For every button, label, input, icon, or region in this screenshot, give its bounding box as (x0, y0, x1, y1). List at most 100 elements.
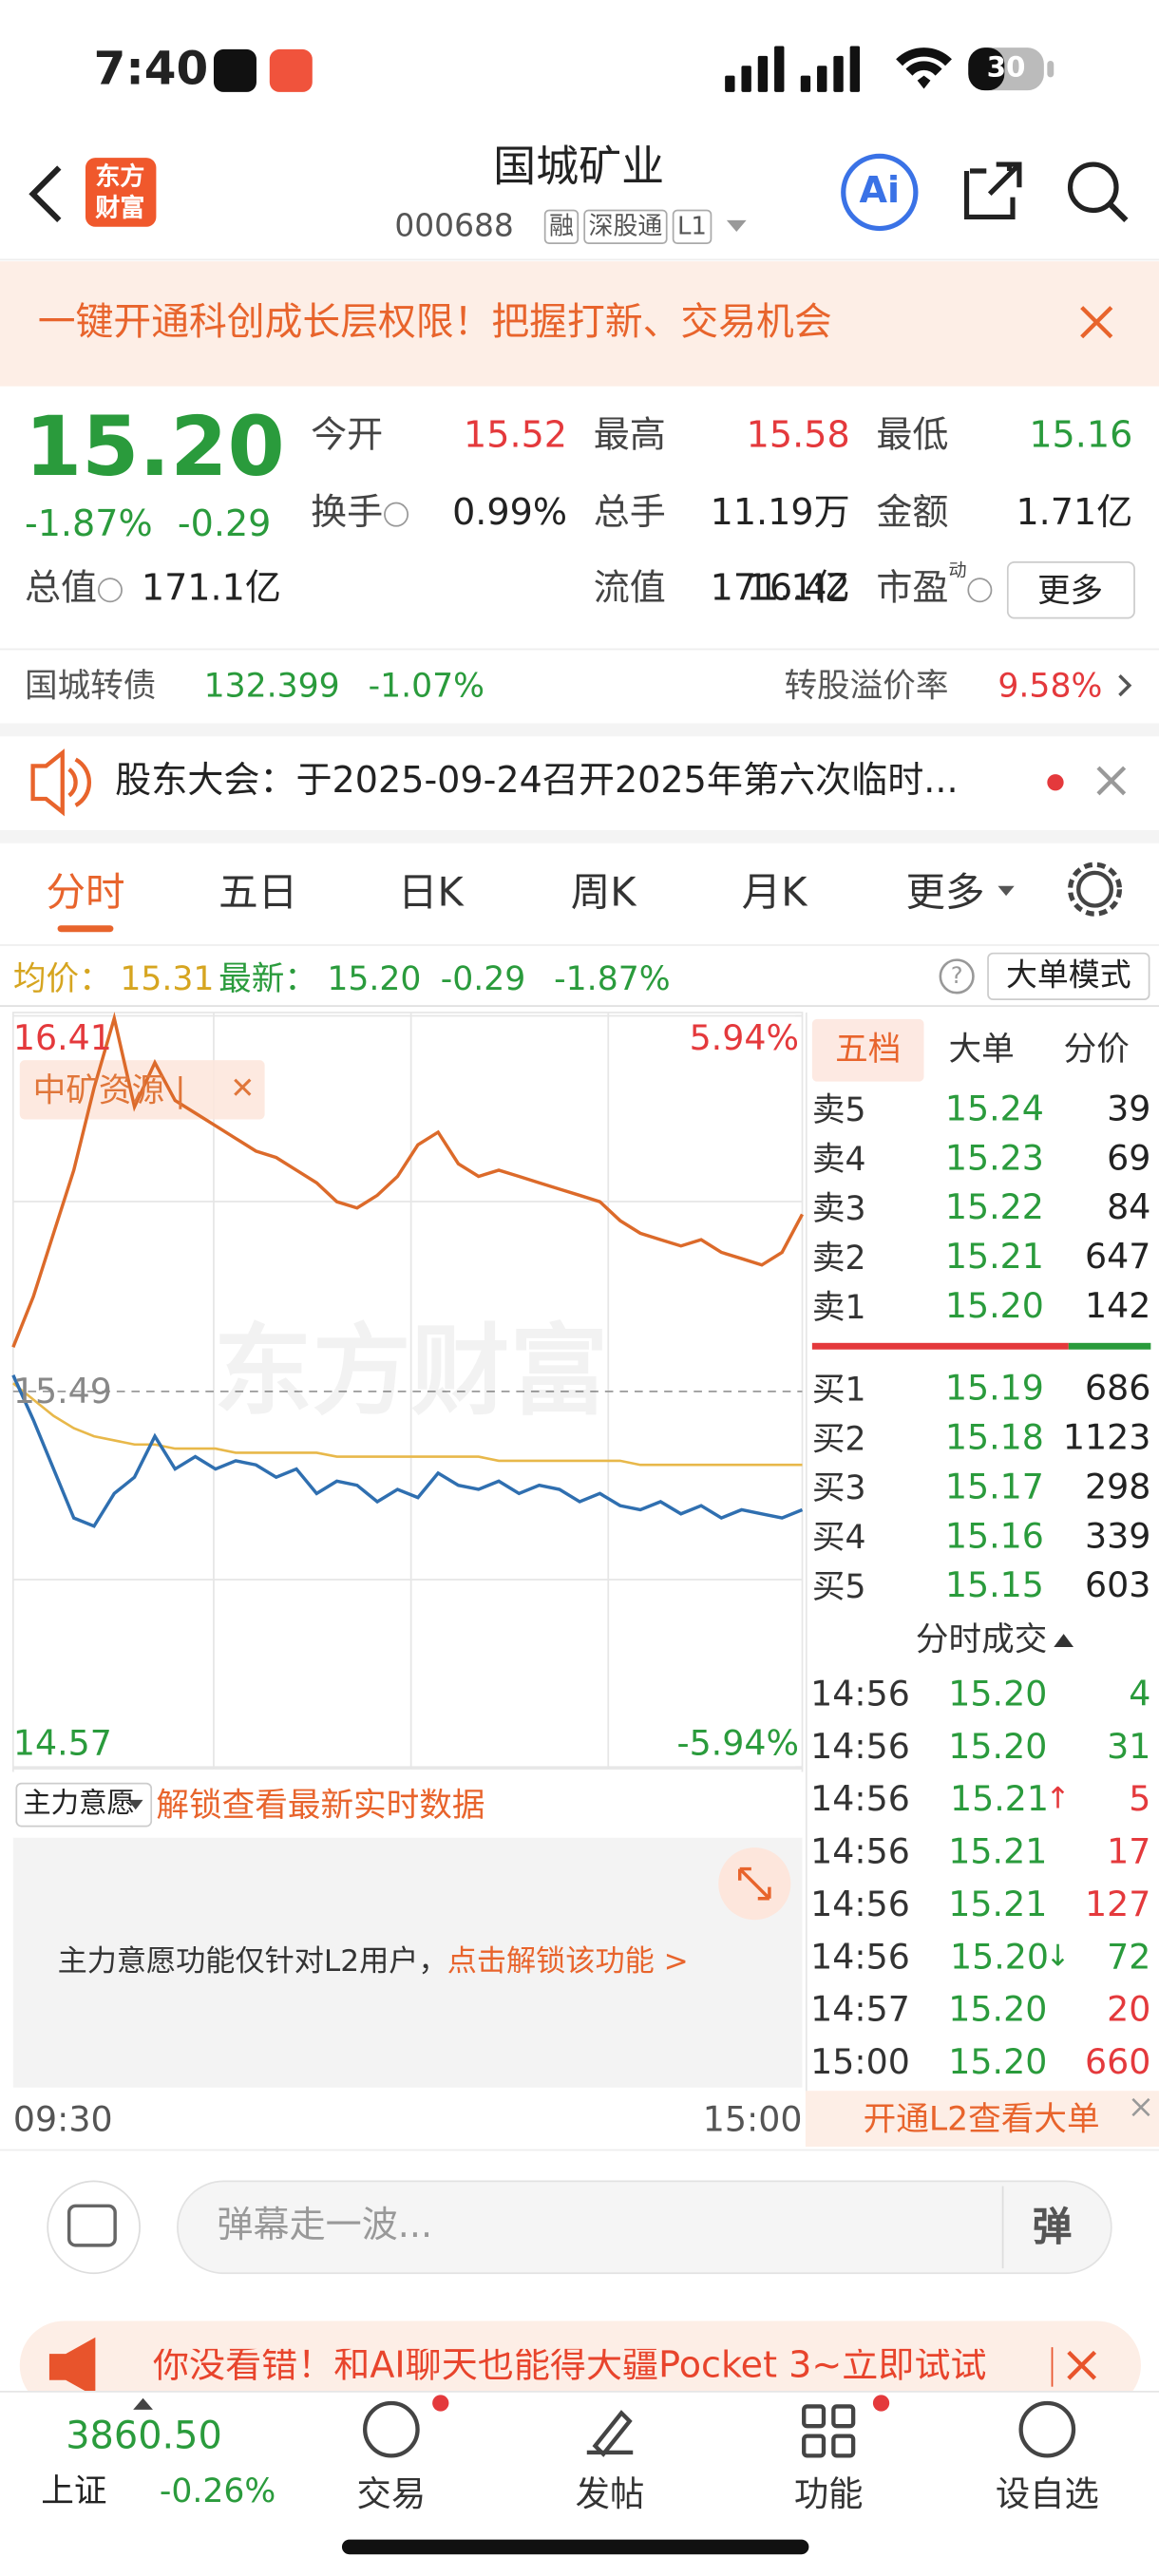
chart-header-latest: 15.20 (327, 957, 422, 998)
stock-name: 国城矿业 (493, 142, 665, 193)
search-button[interactable] (1067, 161, 1119, 214)
unlock-text[interactable]: 解锁查看最新实时数据 (156, 1785, 485, 1825)
book-volume: 69 (1107, 1138, 1151, 1178)
book-level: 买4 (811, 1517, 866, 1557)
bond-price: 132.399 (203, 665, 340, 706)
ai-button[interactable] (841, 153, 919, 232)
trade-arrow: ↑ (1045, 1781, 1071, 1817)
chart-header-latest-label: 最新： (218, 957, 317, 998)
chart-tab[interactable]: 五日 (218, 869, 298, 916)
trades-caret (1054, 1634, 1074, 1647)
chart-tab[interactable]: 日K (397, 869, 464, 916)
stat-value: 15.52 (464, 415, 568, 458)
more-button[interactable] (1006, 560, 1135, 619)
settings-button[interactable] (1076, 870, 1113, 908)
banner-close[interactable] (1080, 306, 1113, 339)
dropdown-label[interactable]: 主力意愿 (23, 1787, 135, 1821)
banner-text[interactable]: 一键开通科创成长层权限！把握打新、交易机会 (37, 301, 832, 345)
tag-dropdown (726, 219, 747, 233)
stat-label: 总值 (24, 568, 98, 611)
chart-header-avg-label: 均价： (12, 957, 112, 998)
trade-volume: 20 (1107, 1989, 1151, 2030)
info-icon (384, 502, 409, 527)
stock-tag: 融 (543, 209, 580, 244)
stat-value: 1.71亿 (1016, 493, 1133, 535)
trade-volume: 127 (1084, 1885, 1151, 1924)
main-force-dropdown[interactable] (15, 1782, 153, 1828)
stat-value: 171.1亿 (141, 568, 281, 611)
book-volume: 142 (1084, 1286, 1151, 1326)
book-volume: 647 (1084, 1237, 1151, 1277)
book-volume: 339 (1084, 1516, 1151, 1556)
book-tab[interactable]: 分价 (1063, 1029, 1130, 1069)
x-tick-label: 15:00 (702, 2099, 803, 2140)
book-volume: 39 (1107, 1089, 1151, 1128)
danmaku-button[interactable]: 弹 (1032, 2204, 1073, 2251)
trade-volume: 5 (1129, 1779, 1151, 1819)
chart-tab[interactable]: 周K (570, 869, 636, 916)
book-level: 卖2 (811, 1238, 866, 1278)
trade-volume: 17 (1107, 1831, 1151, 1872)
compare-label[interactable]: 中矿资源 | (32, 1070, 186, 1110)
stat-value: 16.42 (746, 568, 850, 611)
trade-time: 14:56 (810, 1885, 910, 1924)
compare-close: ✕ (230, 1071, 256, 1107)
mode-label[interactable]: 大单模式 (1006, 957, 1131, 994)
trade-time: 14:57 (810, 1989, 910, 2030)
book-volume: 686 (1084, 1368, 1151, 1409)
book-tab[interactable]: 大单 (948, 1029, 1015, 1069)
x-tick-label: 09:30 (12, 2099, 113, 2140)
trade-price: 15.21 (948, 1831, 1048, 1872)
trade-time: 14:56 (810, 1779, 910, 1819)
stat-label: 最低 (876, 415, 949, 458)
status-time: 7:40 (93, 41, 209, 96)
book-volume: 603 (1084, 1565, 1151, 1605)
book-level: 买3 (811, 1468, 866, 1507)
trade-volume: 31 (1107, 1726, 1151, 1767)
stat-label: 最高 (593, 415, 666, 458)
ai-label: Ai (859, 170, 901, 213)
trade-price: 15.20 (950, 1937, 1050, 1977)
book-level: 卖4 (811, 1139, 866, 1179)
nav-item[interactable]: 交易 (356, 2474, 427, 2514)
trade-time: 14:56 (810, 1937, 910, 1977)
trade-price: 15.21 (950, 1779, 1050, 1819)
l2-promo[interactable]: 开通L2查看大单 (863, 2098, 1100, 2139)
stat-label: 换手 (311, 493, 384, 535)
stat-label: 总手 (593, 493, 666, 535)
ad-text[interactable]: 你没看错！和AI聊天也能得大疆Pocket 3~立即试试 (152, 2348, 987, 2385)
book-tab[interactable]: 五档 (835, 1029, 902, 1069)
share-button[interactable] (963, 161, 1022, 220)
book-price: 15.21 (944, 1237, 1044, 1277)
stock-code: 000688 (394, 207, 514, 244)
back-button[interactable] (28, 165, 62, 223)
notice-text[interactable]: 股东大会：于2025-09-24召开2025年第六次临时... (115, 761, 959, 803)
price-line (11, 1374, 804, 1528)
dropdown-caret (127, 1799, 143, 1810)
ad-banner[interactable] (19, 2320, 1141, 2410)
nav-item[interactable]: 功能 (793, 2474, 864, 2514)
trade-price: 15.20 (948, 1989, 1048, 2030)
unlock-link[interactable]: 点击解锁该功能 > (446, 1944, 689, 1979)
logo-text: 东方 (95, 161, 145, 192)
nav-item[interactable]: 设自选 (995, 2474, 1099, 2514)
chart-header-avg: 15.31 (120, 957, 215, 998)
chart-tab[interactable]: 分时 (46, 869, 125, 916)
last-price: 15.20 (24, 399, 285, 495)
more-label[interactable]: 更多 (1036, 570, 1104, 611)
trade-time: 14:56 (810, 1726, 910, 1767)
notice-close[interactable] (1096, 766, 1127, 796)
comment-input[interactable] (177, 2180, 1112, 2275)
chart-tab[interactable]: 月K (741, 869, 808, 916)
mode-button[interactable] (987, 952, 1150, 1001)
chart-tab[interactable]: 更多 (905, 869, 985, 916)
stat-label: 流值 (593, 568, 666, 611)
trade-volume: 72 (1107, 1937, 1151, 1977)
comment-placeholder[interactable]: 弹幕走一波... (217, 2206, 433, 2247)
stat-value: 15.16 (1029, 415, 1133, 458)
nav-item[interactable]: 发帖 (575, 2474, 645, 2514)
book-price: 15.17 (944, 1467, 1044, 1507)
book-level: 卖5 (811, 1089, 866, 1129)
